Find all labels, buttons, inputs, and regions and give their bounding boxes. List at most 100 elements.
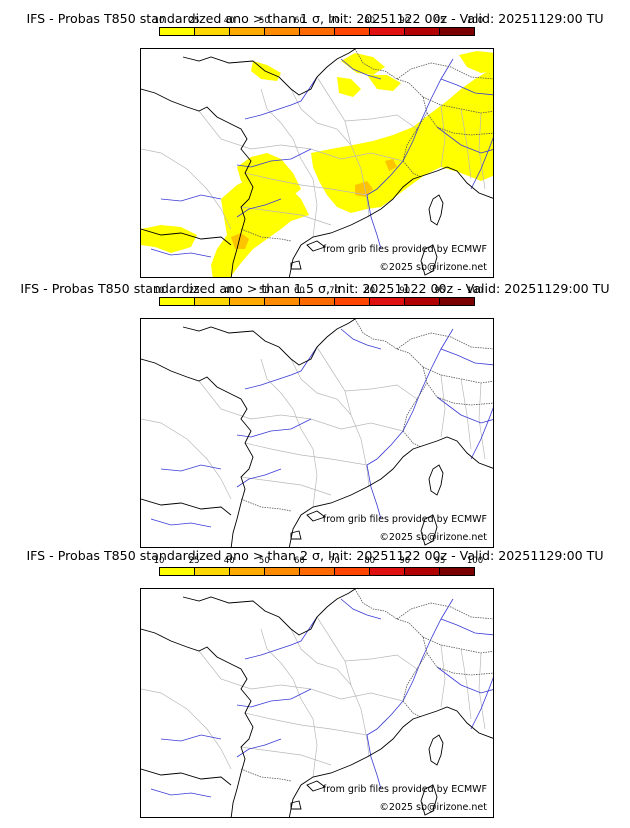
colorbar-tick-label: 60 — [294, 286, 305, 296]
data-source-label: from grib files provided by ECMWF — [322, 514, 487, 525]
country-border — [354, 319, 428, 448]
colorbar-tick-label: 95 — [434, 16, 446, 26]
probability-area-10-25 — [459, 51, 493, 73]
probability-map: from grib files provided by ECMWF ©2025 … — [140, 588, 494, 818]
region-boundary — [198, 650, 404, 702]
rivers — [150, 58, 493, 258]
copyright-label: ©2025 sb@irizone.net — [379, 262, 487, 273]
data-source-label: from grib files provided by ECMWF — [322, 244, 487, 255]
region-boundary — [316, 346, 370, 488]
island-outline — [290, 780, 326, 810]
data-source-label: from grib files provided by ECMWF — [322, 784, 487, 795]
country-border — [422, 636, 493, 654]
country-borders — [240, 49, 493, 242]
region-boundary — [244, 172, 368, 196]
region-boundary — [240, 476, 332, 496]
probability-area-10-25 — [367, 75, 401, 91]
probability-map: from grib files provided by ECMWF ©2025 … — [140, 318, 494, 548]
river — [436, 396, 493, 424]
river — [440, 348, 493, 366]
country-border — [354, 49, 428, 178]
region-boundary — [260, 88, 318, 238]
colorbar-tick-label: 70 — [329, 556, 340, 566]
colorbar-segment — [230, 28, 265, 35]
region-boundary — [290, 358, 352, 416]
colorbar-segment — [335, 28, 370, 35]
probability-area-10-25 — [311, 68, 493, 213]
colorbar-tick-label: 70 — [329, 16, 340, 26]
panel-title: IFS - Probas T850 standardized ano > tha… — [26, 11, 604, 26]
copyright-label: ©2025 sb@irizone.net — [379, 532, 487, 543]
colorbar-tick-label: 80 — [364, 286, 376, 296]
probability-area-10-25 — [337, 77, 361, 97]
colorbar-segment — [265, 298, 300, 305]
probability-area-25-40 — [385, 159, 397, 171]
rivers — [150, 328, 493, 528]
colorbar-segment — [160, 298, 195, 305]
coastline — [141, 589, 356, 817]
region-boundaries — [141, 346, 486, 508]
island-outline — [428, 464, 444, 496]
river — [366, 464, 382, 520]
colorbar-segment — [265, 28, 300, 35]
colorbar-tick-label: 10 — [153, 556, 165, 566]
country-borders — [240, 319, 493, 512]
coastline — [288, 706, 493, 817]
colorbar-tick-label: 40 — [223, 556, 235, 566]
region-boundary — [260, 358, 318, 508]
colorbar-tick-label: 50 — [258, 16, 270, 26]
colorbar — [159, 27, 475, 36]
colorbar-tick-label: 50 — [258, 286, 270, 296]
colorbar-segment — [300, 568, 335, 575]
country-borders — [240, 589, 493, 782]
island-outline — [428, 734, 444, 766]
river — [236, 688, 312, 708]
river — [160, 464, 222, 472]
country-border — [426, 382, 493, 406]
river — [150, 788, 212, 798]
river — [440, 618, 493, 636]
colorbar-ticks: 10 25 40 50 60 70 80 90 95 100 — [0, 286, 630, 297]
colorbar-tick-label: 25 — [188, 16, 200, 26]
probability-area-10-25 — [211, 177, 309, 277]
region-boundary — [141, 148, 232, 230]
region-boundary — [440, 644, 472, 720]
coastline — [141, 768, 232, 786]
region-boundary — [344, 384, 418, 400]
country-border — [396, 602, 493, 620]
colorbar-tick-label: 60 — [294, 16, 305, 26]
island-outline — [420, 784, 438, 816]
colorbar-segment — [335, 298, 370, 305]
region-boundary — [244, 712, 368, 736]
colorbar-tick-label: 25 — [188, 286, 200, 296]
colorbar-tick-label: 90 — [399, 16, 411, 26]
probability-fill — [141, 51, 493, 277]
region-boundary — [344, 654, 418, 670]
river — [366, 598, 454, 736]
colorbar-tick-label: 70 — [329, 286, 340, 296]
coastline — [141, 228, 232, 246]
region-boundary — [198, 380, 404, 432]
colorbar-tick-label: 40 — [223, 286, 235, 296]
colorbar-segment — [405, 28, 440, 35]
island-outline — [290, 510, 326, 540]
river — [366, 734, 382, 790]
colorbar-segment — [440, 28, 474, 35]
region-boundary — [141, 418, 232, 500]
river — [366, 328, 454, 466]
panel-title: IFS - Probas T850 standardized ano > tha… — [20, 281, 610, 296]
river — [470, 137, 493, 190]
colorbar-tick-label: 50 — [258, 556, 270, 566]
region-boundary — [290, 628, 352, 686]
probability-map: from grib files provided by ECMWF ©2025 … — [140, 48, 494, 278]
country-border — [240, 228, 292, 242]
region-boundary — [344, 114, 418, 130]
colorbar-tick-label: 80 — [364, 556, 376, 566]
colorbar-tick-label: 100 — [466, 16, 484, 26]
region-boundary — [198, 110, 404, 162]
colorbar — [159, 297, 475, 306]
region-boundary — [478, 382, 486, 460]
country-border — [422, 366, 493, 384]
region-boundary — [290, 88, 352, 146]
colorbar-segment — [160, 28, 195, 35]
